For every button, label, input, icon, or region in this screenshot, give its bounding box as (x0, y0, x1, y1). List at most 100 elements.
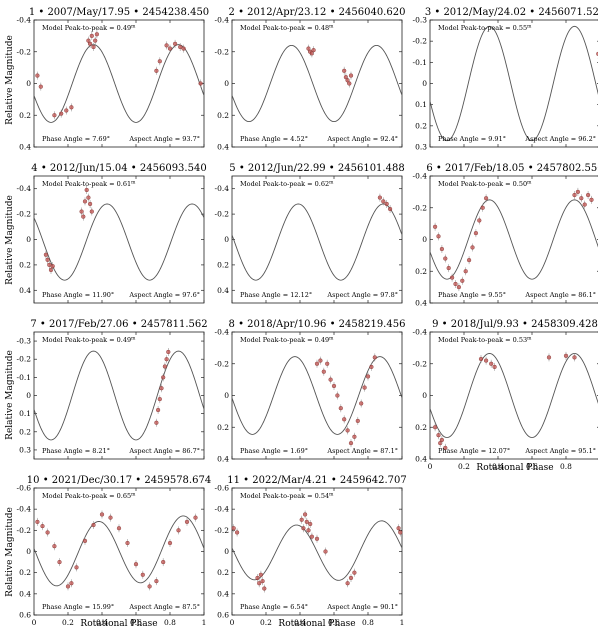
data-point (40, 523, 45, 529)
data-point (439, 246, 444, 252)
phase-angle: Phase Angle = 8.21° (42, 447, 110, 455)
x-tick-label: 0.2 (458, 462, 470, 471)
model-curve (33, 44, 205, 123)
data-point (154, 420, 159, 425)
data-point (57, 559, 62, 565)
panel-10: 10 • 2021/Dec/30.17 • 2459578.674-0.6 -0.… (17, 475, 212, 627)
y-tick-label: -0.1 (17, 373, 31, 382)
data-point (372, 355, 377, 360)
y-tick-label: 0.3 (415, 143, 427, 152)
panel-title: 7 • 2017/Feb/27.06 • 2457811.562 (30, 319, 207, 330)
data-point (45, 257, 50, 262)
data-point (167, 46, 173, 51)
data-point (82, 538, 88, 544)
data-point (162, 364, 167, 369)
y-tick-label: -0.2 (215, 47, 230, 56)
model-curve (429, 25, 598, 142)
data-point (433, 425, 438, 430)
aspect-angle: Aspect Angle = 97.6° (128, 291, 200, 299)
model-curve (231, 203, 403, 281)
y-tick-label: 0.2 (415, 267, 427, 276)
data-point (93, 38, 98, 43)
model-peak-to-peak: Model Peak-to-peak = 0.49m (240, 336, 334, 344)
panel-title: 5 • 2012/Jun/22.99 • 2456101.488 (229, 163, 404, 174)
data-point (193, 515, 198, 520)
data-point (69, 581, 74, 586)
y-tick-label: 0 (26, 235, 31, 244)
x-tick-label: 0.4 (96, 618, 108, 627)
x-tick-label: 0.6 (526, 462, 538, 471)
data-point (585, 192, 591, 198)
panel-title: 8 • 2018/Apr/10.96 • 2458219.456 (229, 319, 406, 330)
data-point (140, 572, 145, 577)
data-point (65, 584, 71, 589)
data-point (59, 111, 64, 116)
x-tick-label: 0.8 (164, 618, 176, 627)
plot-frame (231, 331, 403, 460)
data-point (381, 199, 386, 204)
data-point (161, 375, 166, 380)
y-tick-label: -0.4 (17, 184, 32, 193)
data-point (446, 265, 451, 271)
data-point (108, 515, 113, 520)
y-tick-label: 0.2 (19, 427, 31, 436)
y-tick-label: 0 (224, 547, 229, 556)
y-tick-label: 0.4 (217, 455, 229, 464)
data-point (436, 433, 441, 438)
data-point (86, 195, 91, 200)
data-point (384, 201, 389, 207)
data-point (589, 197, 594, 202)
data-point (84, 187, 89, 193)
data-point (470, 245, 475, 250)
y-axis-label-row1: Relative Magnitude (5, 35, 15, 125)
model-curve (33, 203, 205, 281)
y-tick-label: 0.2 (217, 260, 229, 269)
y-tick-label: -0.4 (215, 184, 230, 193)
x-tick-label: 0.4 (492, 462, 504, 471)
y-tick-label: 0 (26, 79, 31, 88)
y-tick-label: 0.6 (217, 611, 229, 620)
x-tick-label: 0.8 (362, 618, 374, 627)
model-peak-to-peak: Model Peak-to-peak = 0.50m (438, 180, 532, 188)
data-point (257, 581, 262, 586)
x-tick-label: 0.4 (294, 618, 306, 627)
data-point (314, 536, 320, 541)
panel-title: 3 • 2012/May/24.02 • 2456071.523 (425, 7, 598, 18)
y-tick-label: -0.2 (413, 37, 428, 46)
data-point (81, 214, 86, 219)
data-point (453, 281, 458, 287)
y-tick-label: 0 (422, 79, 427, 88)
y-tick-label: -0.6 (215, 484, 230, 493)
data-point (352, 434, 357, 439)
data-point (64, 108, 69, 113)
y-tick-label: -0.4 (215, 16, 230, 25)
data-point (52, 544, 57, 549)
data-point (345, 581, 350, 586)
data-point (443, 445, 448, 450)
data-point (314, 361, 320, 366)
x-tick-label: 0.6 (328, 618, 340, 627)
data-point (477, 218, 482, 223)
data-point (154, 68, 159, 73)
data-point (258, 572, 263, 577)
panel-8: 8 • 2018/Apr/10.96 • 2458219.456-0.4 -0.2… (215, 319, 406, 464)
x-tick-label: 0.2 (260, 618, 272, 627)
data-point (338, 406, 343, 411)
data-point (478, 356, 484, 362)
model-curve (33, 515, 205, 587)
data-point (91, 44, 96, 50)
data-point (348, 575, 354, 581)
panel-11: 11 • 2022/Mar/4.21 • 2459642.707-0.6 -0.4… (215, 475, 407, 627)
y-tick-label: 0.4 (19, 143, 31, 152)
aspect-angle: Aspect Angle = 92.4° (326, 135, 398, 143)
data-point (308, 521, 313, 527)
model-peak-to-peak: Model Peak-to-peak = 0.65m (42, 492, 136, 500)
data-point (260, 579, 265, 584)
data-point (159, 386, 164, 391)
data-point (147, 584, 152, 589)
data-point (450, 275, 455, 280)
data-point (184, 519, 190, 524)
x-tick-label: 0.8 (560, 462, 572, 471)
